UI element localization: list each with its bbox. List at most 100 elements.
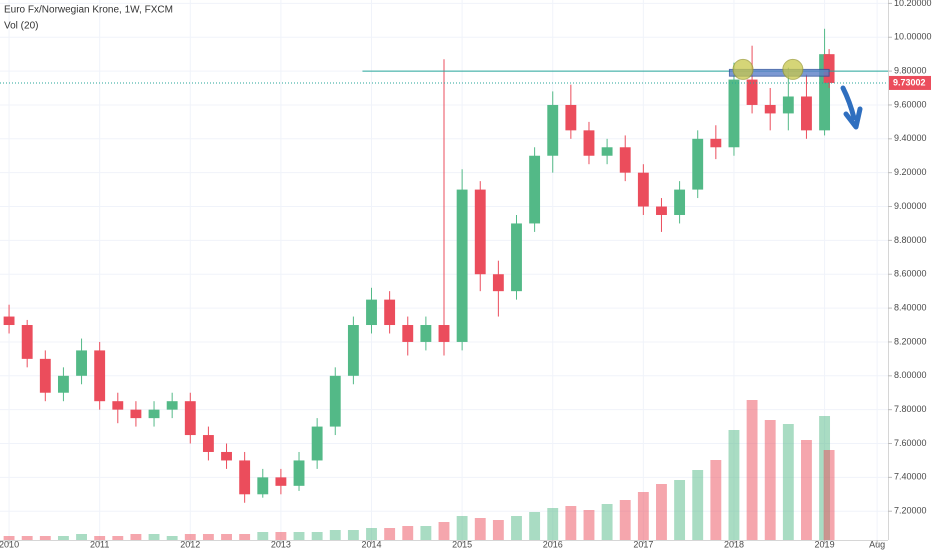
- candle-body: [637, 172, 649, 207]
- volume-bar: [583, 510, 595, 540]
- volume-bar: [76, 534, 87, 540]
- annotation-layer: [0, 58, 931, 90]
- candle-body: [619, 147, 631, 173]
- candle-body: [746, 79, 758, 105]
- x-tick-label: 2013: [271, 539, 291, 549]
- volume-bar: [384, 528, 396, 540]
- y-tick-label: 8.80000: [894, 235, 927, 245]
- y-tick-label: 8.00000: [894, 370, 927, 380]
- volume-bar: [257, 532, 269, 540]
- candle-body: [148, 409, 160, 419]
- volume-bar: [746, 400, 758, 540]
- volume-layer: [3, 400, 835, 540]
- volume-bar: [39, 536, 51, 540]
- volume-bar: [112, 536, 124, 540]
- candle-body: [275, 477, 287, 486]
- x-tick-label: 2011: [90, 539, 109, 549]
- volume-bar: [148, 534, 160, 540]
- volume-bar: [239, 534, 251, 540]
- volume-bar: [474, 518, 486, 540]
- candle-body: [474, 189, 486, 275]
- volume-bar: [637, 492, 649, 540]
- candle-body: [674, 189, 686, 215]
- candle-body: [202, 435, 214, 452]
- candle-body: [166, 401, 178, 410]
- volume-bar: [21, 536, 33, 540]
- candle-body: [293, 460, 305, 486]
- candle-body: [692, 138, 704, 190]
- volume-bar: [166, 536, 178, 540]
- y-tick-label: 7.80000: [894, 404, 927, 414]
- x-tick-label: 2019: [815, 539, 835, 549]
- volume-bar: [601, 504, 613, 540]
- volume-bar: [728, 430, 740, 540]
- candle-body: [583, 130, 595, 156]
- x-tick-label: 2016: [543, 539, 563, 549]
- volume-bar: [438, 522, 450, 540]
- candle-body: [565, 104, 577, 131]
- down-arrow-head: [843, 106, 863, 130]
- volume-bar: [492, 520, 504, 540]
- candle-body: [329, 375, 341, 427]
- candle-body: [420, 325, 432, 342]
- candle-body: [184, 401, 196, 436]
- volume-bar: [656, 484, 667, 540]
- candle-body: [456, 189, 468, 342]
- candle-body: [130, 409, 142, 419]
- candle-body: [94, 350, 106, 402]
- y-tick-label: 9.60000: [894, 99, 927, 109]
- volume-bar: [764, 420, 776, 540]
- volume-bar: [565, 506, 577, 540]
- candle-layer: [3, 28, 835, 503]
- volume-bar: [202, 534, 214, 540]
- candle-body: [112, 401, 124, 410]
- volume-bar: [801, 440, 812, 540]
- volume-bar: [347, 530, 359, 540]
- volume-bar: [275, 532, 287, 540]
- x-tick-label: 2017: [633, 539, 653, 549]
- touch-marker: [782, 58, 804, 80]
- candle-body: [311, 426, 323, 461]
- volume-bar: [692, 470, 704, 540]
- volume-bar: [619, 500, 631, 540]
- candle-body: [257, 477, 269, 495]
- candle-body: [21, 325, 33, 359]
- candle-body: [366, 299, 377, 326]
- volume-bar: [3, 536, 15, 540]
- last-price-label: 9.73002: [893, 77, 926, 87]
- candle-body: [764, 104, 776, 114]
- candle-body: [710, 138, 722, 148]
- candle-body: [529, 155, 541, 224]
- candle-body: [347, 325, 359, 376]
- volume-bar: [311, 532, 323, 540]
- candle-body: [782, 96, 794, 114]
- touch-marker: [732, 58, 754, 80]
- x-tick-label: 2018: [724, 539, 744, 549]
- volume-bar: [57, 536, 69, 540]
- volume-bar: [402, 526, 414, 540]
- volume-bar: [420, 526, 432, 540]
- candle-body: [511, 223, 522, 292]
- x-tick-label: Aug: [869, 539, 885, 549]
- volume-bar: [456, 516, 468, 540]
- y-tick-label: 10.20000: [894, 0, 932, 8]
- candle-body: [39, 358, 51, 393]
- x-tick-label: 2015: [452, 539, 472, 549]
- candle-body: [801, 96, 812, 131]
- candle-body: [656, 206, 667, 215]
- chart-title: Euro Fx/Norwegian Krone, 1W, FXCM: [4, 5, 173, 16]
- y-tick-label: 7.40000: [894, 472, 927, 482]
- y-tick-label: 8.60000: [894, 269, 927, 279]
- candle-body: [221, 451, 232, 461]
- volume-bar: [823, 450, 835, 540]
- grid: [0, 0, 892, 544]
- candle-body: [728, 79, 740, 148]
- volume-bar: [293, 532, 305, 540]
- y-tick-label: 9.00000: [894, 201, 927, 211]
- time-axis-border: [0, 540, 888, 541]
- y-tick-label: 7.20000: [894, 506, 927, 516]
- volume-bar: [710, 460, 722, 540]
- y-tick-label: 8.40000: [894, 302, 927, 312]
- candle-body: [438, 325, 450, 342]
- volume-bar: [782, 424, 794, 540]
